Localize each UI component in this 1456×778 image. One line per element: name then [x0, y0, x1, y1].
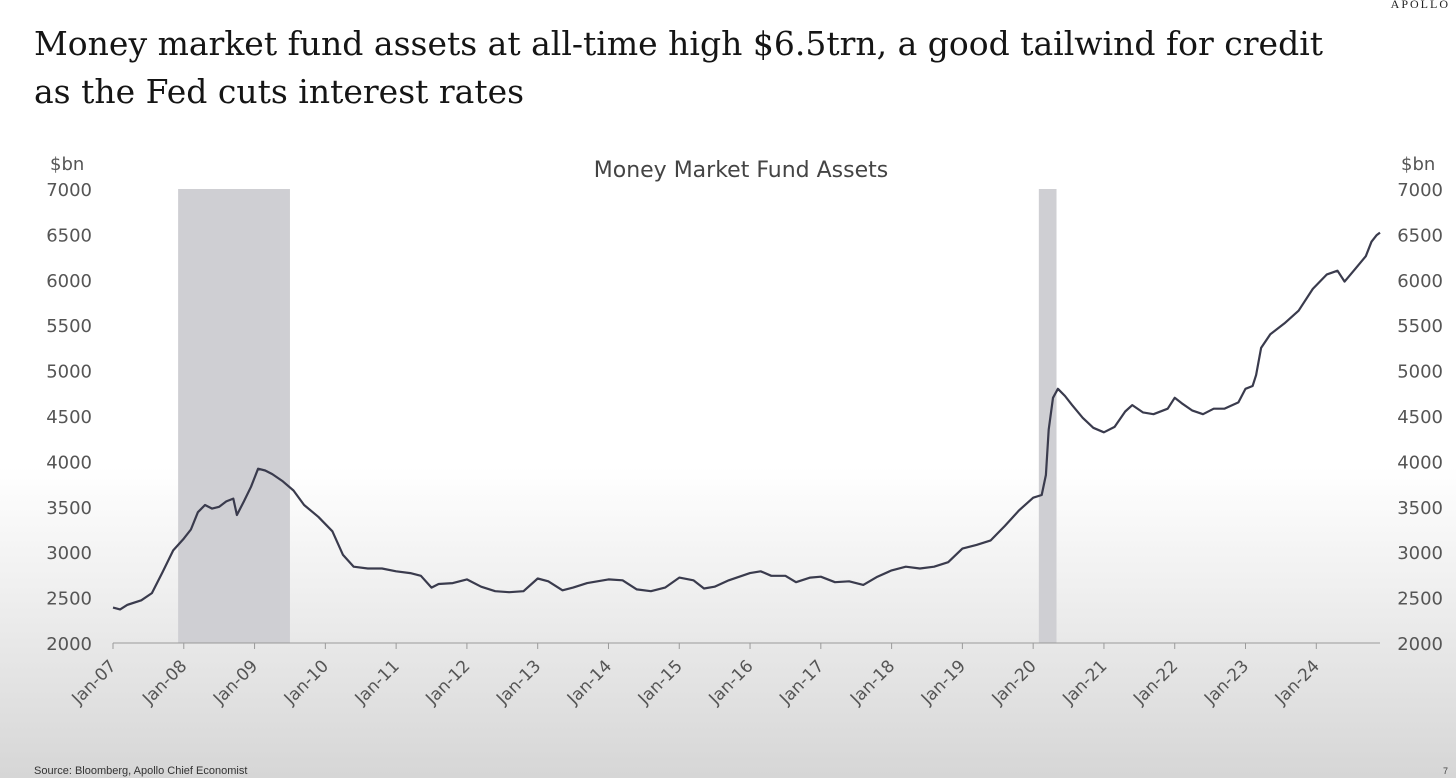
y-tick-right-6500: 6500 [1397, 225, 1443, 246]
y-tick-left-5500: 5500 [46, 316, 92, 337]
series-line-money-market-assets [112, 231, 1381, 611]
chart-title: Money Market Fund Assets [594, 158, 888, 183]
x-tick-label-8: Jan-14 [563, 656, 616, 709]
source-note: Source: Bloomberg, Apollo Chief Economis… [34, 765, 248, 777]
y-tick-left-4000: 4000 [46, 452, 92, 473]
x-tick-label-5: Jan-11 [351, 656, 404, 709]
y-tick-right-5500: 5500 [1397, 316, 1443, 337]
x-tick-label-16: Jan-22 [1129, 656, 1182, 709]
x-tick-label-6: Jan-12 [421, 656, 474, 709]
page-headline: Money market fund assets at all-time hig… [34, 24, 1324, 111]
y-tick-left-6500: 6500 [46, 225, 92, 246]
x-tick-label-10: Jan-16 [705, 656, 758, 709]
x-tick-label-7: Jan-13 [492, 656, 545, 709]
recession-shade-1 [178, 189, 290, 643]
y-tick-left-3000: 3000 [46, 543, 92, 564]
y-tick-left-6000: 6000 [46, 271, 92, 292]
y-tick-right-6000: 6000 [1397, 271, 1443, 292]
page-number: 7 [1442, 766, 1448, 776]
y-tick-left-3500: 3500 [46, 498, 92, 519]
x-tick-label-1: Jan-07 [68, 656, 121, 709]
y-tick-right-7000: 7000 [1397, 180, 1443, 201]
y-tick-right-2500: 2500 [1397, 589, 1443, 610]
y-tick-right-3000: 3000 [1397, 543, 1443, 564]
y-axis-label-right: $bn [1401, 154, 1435, 175]
y-tick-left-4500: 4500 [46, 407, 92, 428]
y-tick-right-3500: 3500 [1397, 498, 1443, 519]
x-tick-label-9: Jan-15 [634, 656, 687, 709]
y-axis-label-left: $bn [50, 154, 84, 175]
x-tick-label-17: Jan-23 [1200, 656, 1253, 709]
x-tick-label-15: Jan-21 [1058, 656, 1111, 709]
y-tick-right-2000: 2000 [1397, 634, 1443, 655]
x-tick-label-12: Jan-18 [846, 656, 899, 709]
x-tick-label-13: Jan-19 [917, 656, 970, 709]
x-tick-label-18: Jan-24 [1271, 656, 1324, 709]
y-tick-left-2500: 2500 [46, 589, 92, 610]
x-tick-label-14: Jan-20 [988, 656, 1041, 709]
y-tick-left-7000: 7000 [46, 180, 92, 201]
x-tick-label-3: Jan-09 [209, 656, 262, 709]
y-tick-left-2000: 2000 [46, 634, 92, 655]
brand-logo: APOLLO [1390, 0, 1450, 11]
x-tick-label-11: Jan-17 [775, 656, 828, 709]
y-tick-right-4500: 4500 [1397, 407, 1443, 428]
y-tick-left-5000: 5000 [46, 362, 92, 383]
recession-shade-2 [1038, 189, 1057, 643]
x-tick-label-4: Jan-10 [280, 656, 333, 709]
x-tick-label-2: Jan-08 [138, 656, 191, 709]
y-tick-right-5000: 5000 [1397, 362, 1443, 383]
y-tick-right-4000: 4000 [1397, 452, 1443, 473]
